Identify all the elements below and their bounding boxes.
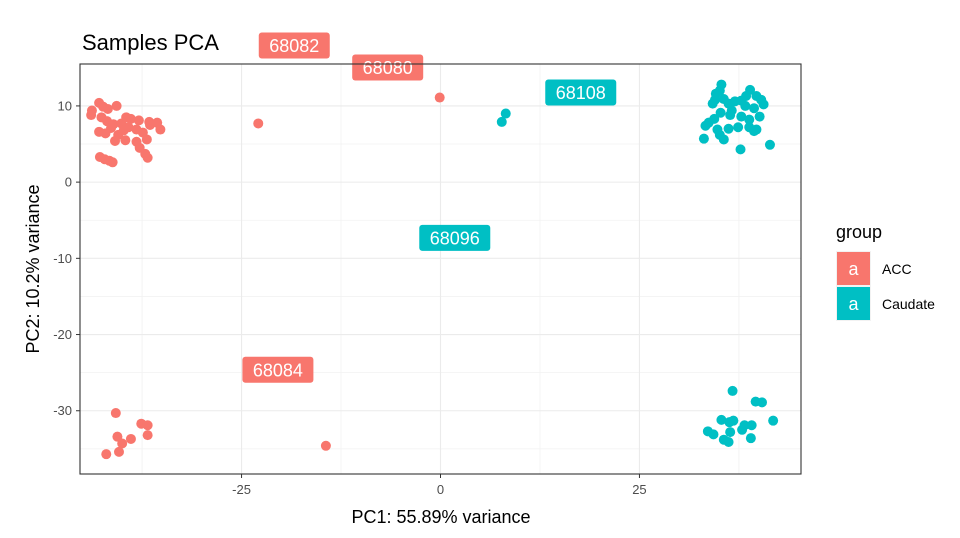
point-caudate — [716, 414, 727, 425]
point-acc — [86, 110, 97, 121]
point-caudate — [764, 139, 775, 150]
point-caudate — [727, 385, 738, 396]
point-caudate — [723, 123, 734, 134]
point-caudate — [745, 433, 756, 444]
legend-key-glyph: a — [848, 259, 859, 279]
point-label-box — [419, 224, 491, 251]
x-axis: -25 0 25 — [232, 474, 647, 497]
point-caudate — [500, 108, 511, 119]
grid-major — [80, 64, 801, 474]
point-caudate — [758, 99, 769, 110]
point-acc — [111, 100, 122, 111]
point-caudate — [740, 100, 751, 111]
point-caudate — [768, 415, 779, 426]
point-acc — [125, 433, 136, 444]
point-acc — [113, 446, 124, 457]
point-caudate — [723, 436, 734, 447]
data-points — [86, 79, 779, 460]
chart-title: Samples PCA — [82, 30, 219, 55]
point-label: 68096 — [419, 224, 491, 251]
point-label-text: 68096 — [430, 228, 480, 248]
legend: group a ACC a Caudate — [836, 222, 935, 321]
point-label-box — [242, 356, 314, 383]
point-acc — [107, 157, 118, 168]
point-caudate — [745, 84, 756, 95]
point-label-box — [352, 54, 424, 81]
point-caudate — [754, 111, 765, 122]
point-acc — [142, 430, 153, 441]
x-tick-label: -25 — [232, 482, 251, 497]
point-caudate — [725, 110, 736, 121]
point-caudate — [496, 116, 507, 127]
point-caudate — [725, 427, 736, 438]
point-acc — [253, 118, 264, 129]
point-acc — [145, 119, 156, 130]
point-acc — [110, 408, 121, 419]
point-acc — [142, 152, 153, 163]
point-caudate — [746, 420, 757, 431]
y-tick-label: 10 — [58, 98, 72, 113]
point-label: 68082 — [258, 32, 330, 59]
point-acc — [155, 124, 166, 135]
point-caudate — [715, 107, 726, 118]
point-caudate — [718, 134, 729, 145]
point-label-box — [545, 79, 617, 106]
x-tick-label: 25 — [632, 482, 646, 497]
legend-key-swatch — [837, 252, 870, 285]
point-caudate — [700, 120, 711, 131]
point-label: 68108 — [545, 79, 617, 106]
legend-item: a ACC — [836, 251, 912, 286]
y-tick-label: 0 — [65, 175, 72, 190]
point-labels: 68082 68080 68084 68108 68096 — [242, 32, 617, 383]
y-axis-title: PC2: 10.2% variance — [23, 184, 43, 353]
point-acc — [110, 135, 121, 146]
point-acc — [133, 115, 144, 126]
point-caudate — [749, 103, 760, 114]
point-acc — [101, 449, 112, 460]
point-acc — [123, 122, 134, 133]
y-tick-label: -10 — [53, 251, 72, 266]
point-caudate — [737, 424, 748, 435]
point-caudate — [698, 133, 709, 144]
point-caudate — [735, 144, 746, 155]
x-tick-label: 0 — [437, 482, 444, 497]
legend-label: Caudate — [882, 296, 935, 312]
point-caudate — [744, 114, 755, 125]
point-label-text: 68084 — [253, 360, 303, 380]
point-acc — [141, 134, 152, 145]
point-caudate — [708, 429, 719, 440]
point-acc — [106, 123, 117, 134]
point-acc — [125, 113, 136, 124]
point-label-text: 68108 — [556, 83, 606, 103]
point-acc — [117, 438, 128, 449]
point-label: 68080 — [352, 54, 424, 81]
point-acc — [142, 420, 153, 431]
point-label-box — [258, 32, 330, 59]
point-caudate — [749, 126, 760, 137]
point-caudate — [707, 98, 718, 109]
legend-key-swatch — [837, 287, 870, 320]
point-label-text: 68080 — [363, 58, 413, 78]
point-acc — [120, 135, 131, 146]
point-label: 68084 — [242, 356, 314, 383]
point-acc — [434, 92, 445, 103]
plot-panel: 68082 68080 68084 68108 68096 — [79, 32, 802, 475]
point-acc — [102, 103, 113, 114]
point-caudate — [733, 122, 744, 133]
legend-key-glyph: a — [848, 294, 859, 314]
y-axis: 10 0 -10 -20 -30 — [53, 98, 80, 418]
point-caudate — [757, 397, 768, 408]
legend-title: group — [836, 222, 882, 242]
legend-label: ACC — [882, 261, 912, 277]
x-axis-title: PC1: 55.89% variance — [351, 507, 530, 527]
y-tick-label: -20 — [53, 327, 72, 342]
point-acc — [320, 440, 331, 451]
legend-item: a Caudate — [836, 286, 935, 321]
y-tick-label: -30 — [53, 403, 72, 418]
point-caudate — [736, 111, 747, 122]
point-caudate — [724, 417, 735, 428]
point-label-text: 68082 — [269, 36, 319, 56]
